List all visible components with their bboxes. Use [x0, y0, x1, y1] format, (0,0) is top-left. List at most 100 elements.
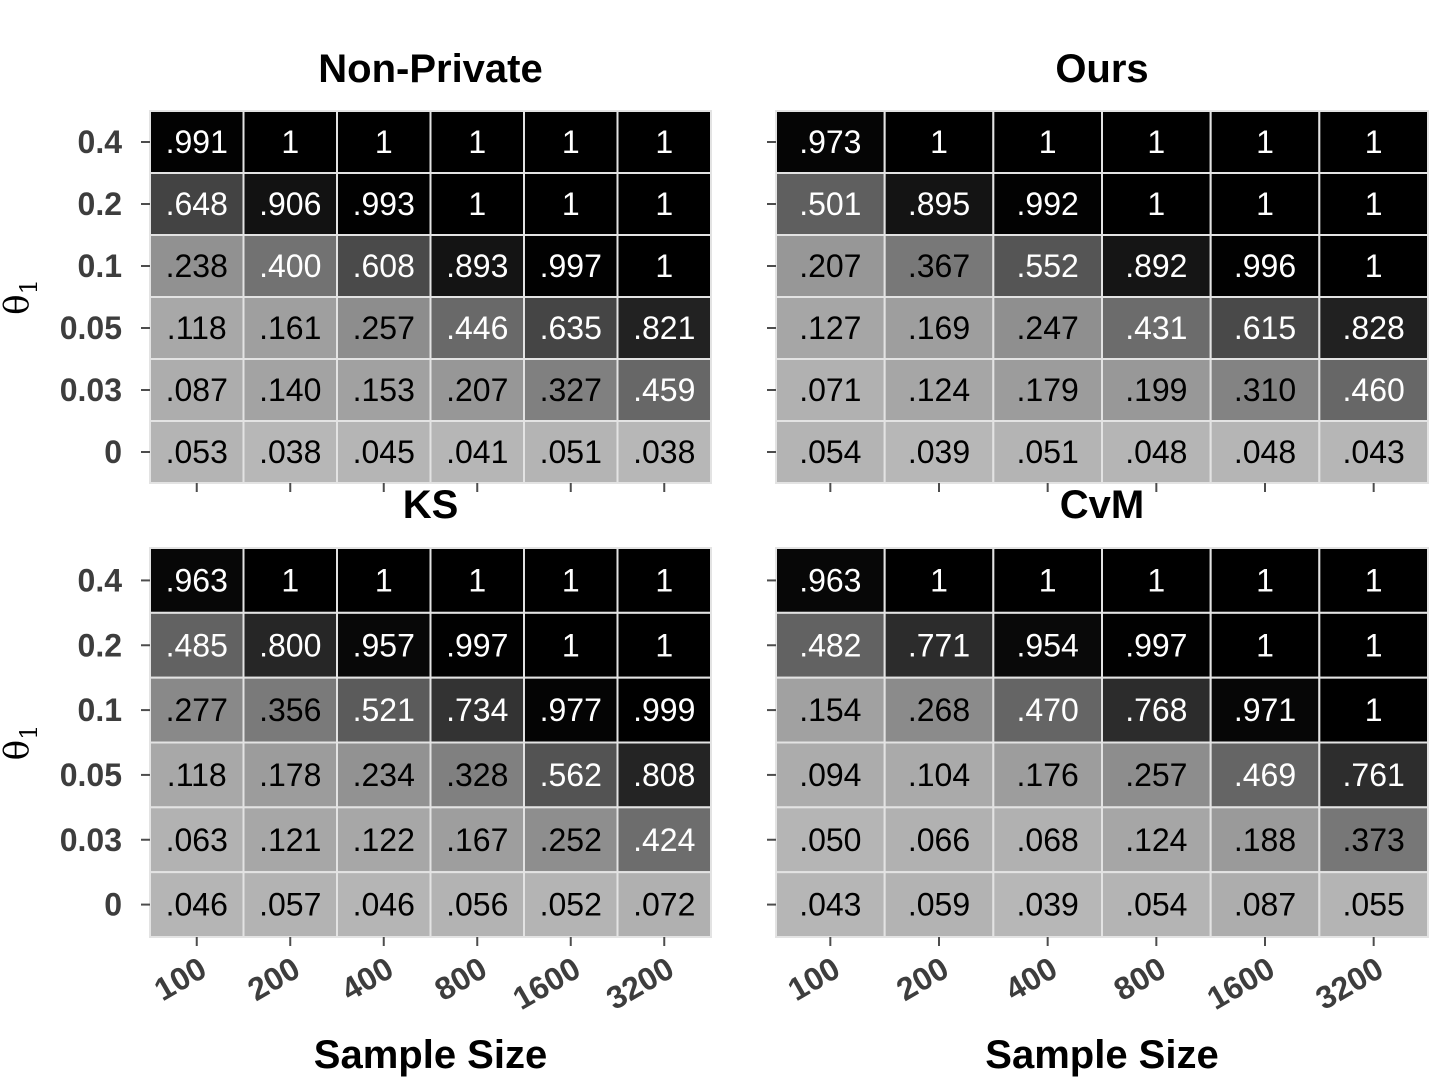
cell-label: .050 [799, 822, 861, 858]
x-axis-label: Sample Size [314, 1033, 547, 1077]
heatmap-panel-3: KS .963 1 1 1 1 1 .485 .800 .957 .997 1 1 .277 .356 .52… [0, 483, 712, 1077]
cell-label: .094 [799, 757, 861, 793]
heatmap-cell [1101, 420, 1212, 484]
cell-label: 1 [1365, 692, 1383, 728]
cell-label: .188 [1234, 822, 1296, 858]
heatmap-panel-2: Ours .973 1 1 1 1 1 .501 .895 .992 1 1 1 .207 .367 .552… [767, 47, 1430, 492]
heatmap-cell [429, 806, 525, 874]
cell-label: .608 [353, 248, 415, 284]
heatmap-cell [523, 741, 619, 809]
heatmap-cell [1318, 806, 1430, 874]
heatmap-panel-4: CvM .963 1 1 1 1 1 .482 .771 .954 .997 1 1 .154 .268 .4… [767, 483, 1430, 1077]
cell-label: 1 [281, 124, 299, 160]
cell-label: .063 [166, 822, 228, 858]
cell-label: .104 [908, 757, 970, 793]
cell-label: 1 [1365, 248, 1383, 284]
y-tick-label: 0.2 [78, 627, 122, 663]
cell-label: 1 [1039, 124, 1057, 160]
heatmap-cell [242, 234, 338, 298]
heatmap-cell [1101, 806, 1212, 874]
heatmap-cell [1209, 547, 1321, 614]
heatmap-cell [242, 358, 338, 422]
cell-label: .056 [446, 887, 508, 923]
cell-label: .039 [1017, 887, 1079, 923]
cell-label: .121 [259, 822, 321, 858]
cell-label: .167 [446, 822, 508, 858]
heatmap-cell [336, 234, 432, 298]
heatmap-cell [616, 871, 712, 939]
cell-label: .071 [799, 372, 861, 408]
cell-label: .234 [353, 757, 415, 793]
heatmap-cell [149, 110, 245, 174]
x-tick-label: 1600 [1201, 950, 1281, 1017]
cell-label: .895 [908, 186, 970, 222]
cell-label: 1 [1365, 562, 1383, 598]
heatmap-cell [883, 110, 995, 174]
heatmap-cell [1318, 871, 1430, 939]
panel-title: Non-Private [318, 47, 543, 91]
heatmap-cell [523, 358, 619, 422]
y-axis-label: θ1 [0, 725, 43, 761]
heatmap-cell [1101, 871, 1212, 939]
heatmap-cell [1209, 172, 1321, 236]
heatmap-cell [429, 172, 525, 236]
cell-label: .068 [1017, 822, 1079, 858]
cell-label: .327 [540, 372, 602, 408]
cell-label: .118 [167, 757, 227, 793]
x-tick-label: 3200 [600, 950, 680, 1017]
cell-label: .176 [1017, 757, 1079, 793]
cell-label: 1 [375, 124, 393, 160]
cell-label: 1 [930, 124, 948, 160]
heatmap-cell [429, 547, 525, 614]
heatmap-cell [992, 296, 1103, 360]
cell-label: 1 [1147, 186, 1165, 222]
cell-label: 1 [1147, 124, 1165, 160]
x-tick-label: 400 [335, 950, 399, 1008]
heatmap-cell [1318, 547, 1430, 614]
cell-label: .997 [540, 248, 602, 284]
heatmap-cell [992, 420, 1103, 484]
cell-label: 1 [1256, 562, 1274, 598]
heatmap-cell [242, 172, 338, 236]
y-tick-label: 0.03 [60, 372, 122, 408]
cell-label: .971 [1234, 692, 1296, 728]
heatmap-cell [1318, 234, 1430, 298]
heatmap-cell [149, 547, 245, 614]
cell-label: .459 [633, 372, 695, 408]
cell-label: .048 [1125, 434, 1187, 470]
heatmap-cell [336, 676, 432, 744]
heatmap-cell [429, 611, 525, 679]
heatmap-cell [336, 172, 432, 236]
heatmap-cell [429, 234, 525, 298]
cell-label: 1 [468, 124, 486, 160]
cell-label: .161 [259, 310, 321, 346]
cell-label: .771 [908, 627, 970, 663]
cell-label: 1 [655, 186, 673, 222]
heatmap-cell [883, 806, 995, 874]
cell-label: .906 [259, 186, 321, 222]
heatmap-cell [1209, 871, 1321, 939]
cell-label: .977 [540, 692, 602, 728]
x-tick-label: 1600 [507, 950, 587, 1017]
cell-label: .367 [908, 248, 970, 284]
cell-label: .039 [908, 434, 970, 470]
y-tick-label: 0.1 [78, 248, 122, 284]
cell-label: .072 [633, 887, 695, 923]
cell-label: .124 [908, 372, 970, 408]
heatmap-cell [775, 741, 886, 809]
cell-label: 1 [1256, 124, 1274, 160]
heatmap-cell [1318, 110, 1430, 174]
y-tick-label: 0.4 [78, 124, 123, 160]
cell-label: .043 [799, 887, 861, 923]
cell-label: .257 [1125, 757, 1187, 793]
cell-label: .808 [633, 757, 695, 793]
cell-label: .051 [1017, 434, 1079, 470]
y-tick-label: 0.2 [78, 186, 122, 222]
y-tick-label: 0.05 [60, 757, 122, 793]
cell-label: 1 [655, 627, 673, 663]
cell-label: .046 [166, 887, 228, 923]
cell-label: .057 [259, 887, 321, 923]
cell-label: 1 [562, 627, 580, 663]
y-tick-label: 0.03 [60, 822, 122, 858]
heatmap-cell [992, 234, 1103, 298]
